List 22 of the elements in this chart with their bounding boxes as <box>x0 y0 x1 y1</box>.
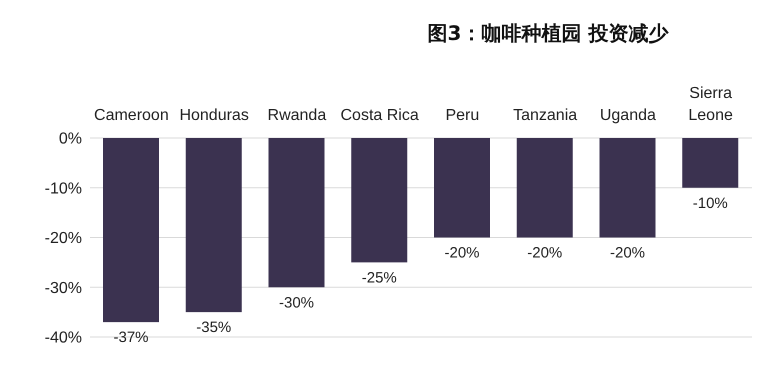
data-label: -37% <box>113 329 149 346</box>
x-tick-label: Cameroon <box>94 107 169 124</box>
y-tick-label: 0% <box>58 130 82 148</box>
data-label: -30% <box>278 294 314 312</box>
x-tick-label: Tanzania <box>513 107 578 124</box>
x-tick-label: Honduras <box>179 107 249 124</box>
chart-title: 图3：咖啡种植园 投资减少 <box>426 20 670 47</box>
x-tick-label: Uganda <box>600 107 656 124</box>
data-label: -20% <box>444 244 480 262</box>
x-tick-label: Sierra Leone <box>688 85 733 124</box>
data-label: -10% <box>692 194 728 212</box>
data-label: -20% <box>610 244 646 262</box>
data-label: -35% <box>196 319 232 336</box>
y-tick-label: -40% <box>44 330 82 347</box>
y-tick-label: -30% <box>44 280 82 297</box>
data-label: -20% <box>527 244 562 262</box>
x-tick-label: Costa Rica <box>340 107 419 124</box>
y-tick-label: -20% <box>44 230 82 248</box>
x-tick-label: Rwanda <box>268 107 326 124</box>
y-tick-label: -10% <box>44 180 82 198</box>
data-label: -25% <box>362 269 397 286</box>
x-tick-label: Peru <box>445 107 480 124</box>
